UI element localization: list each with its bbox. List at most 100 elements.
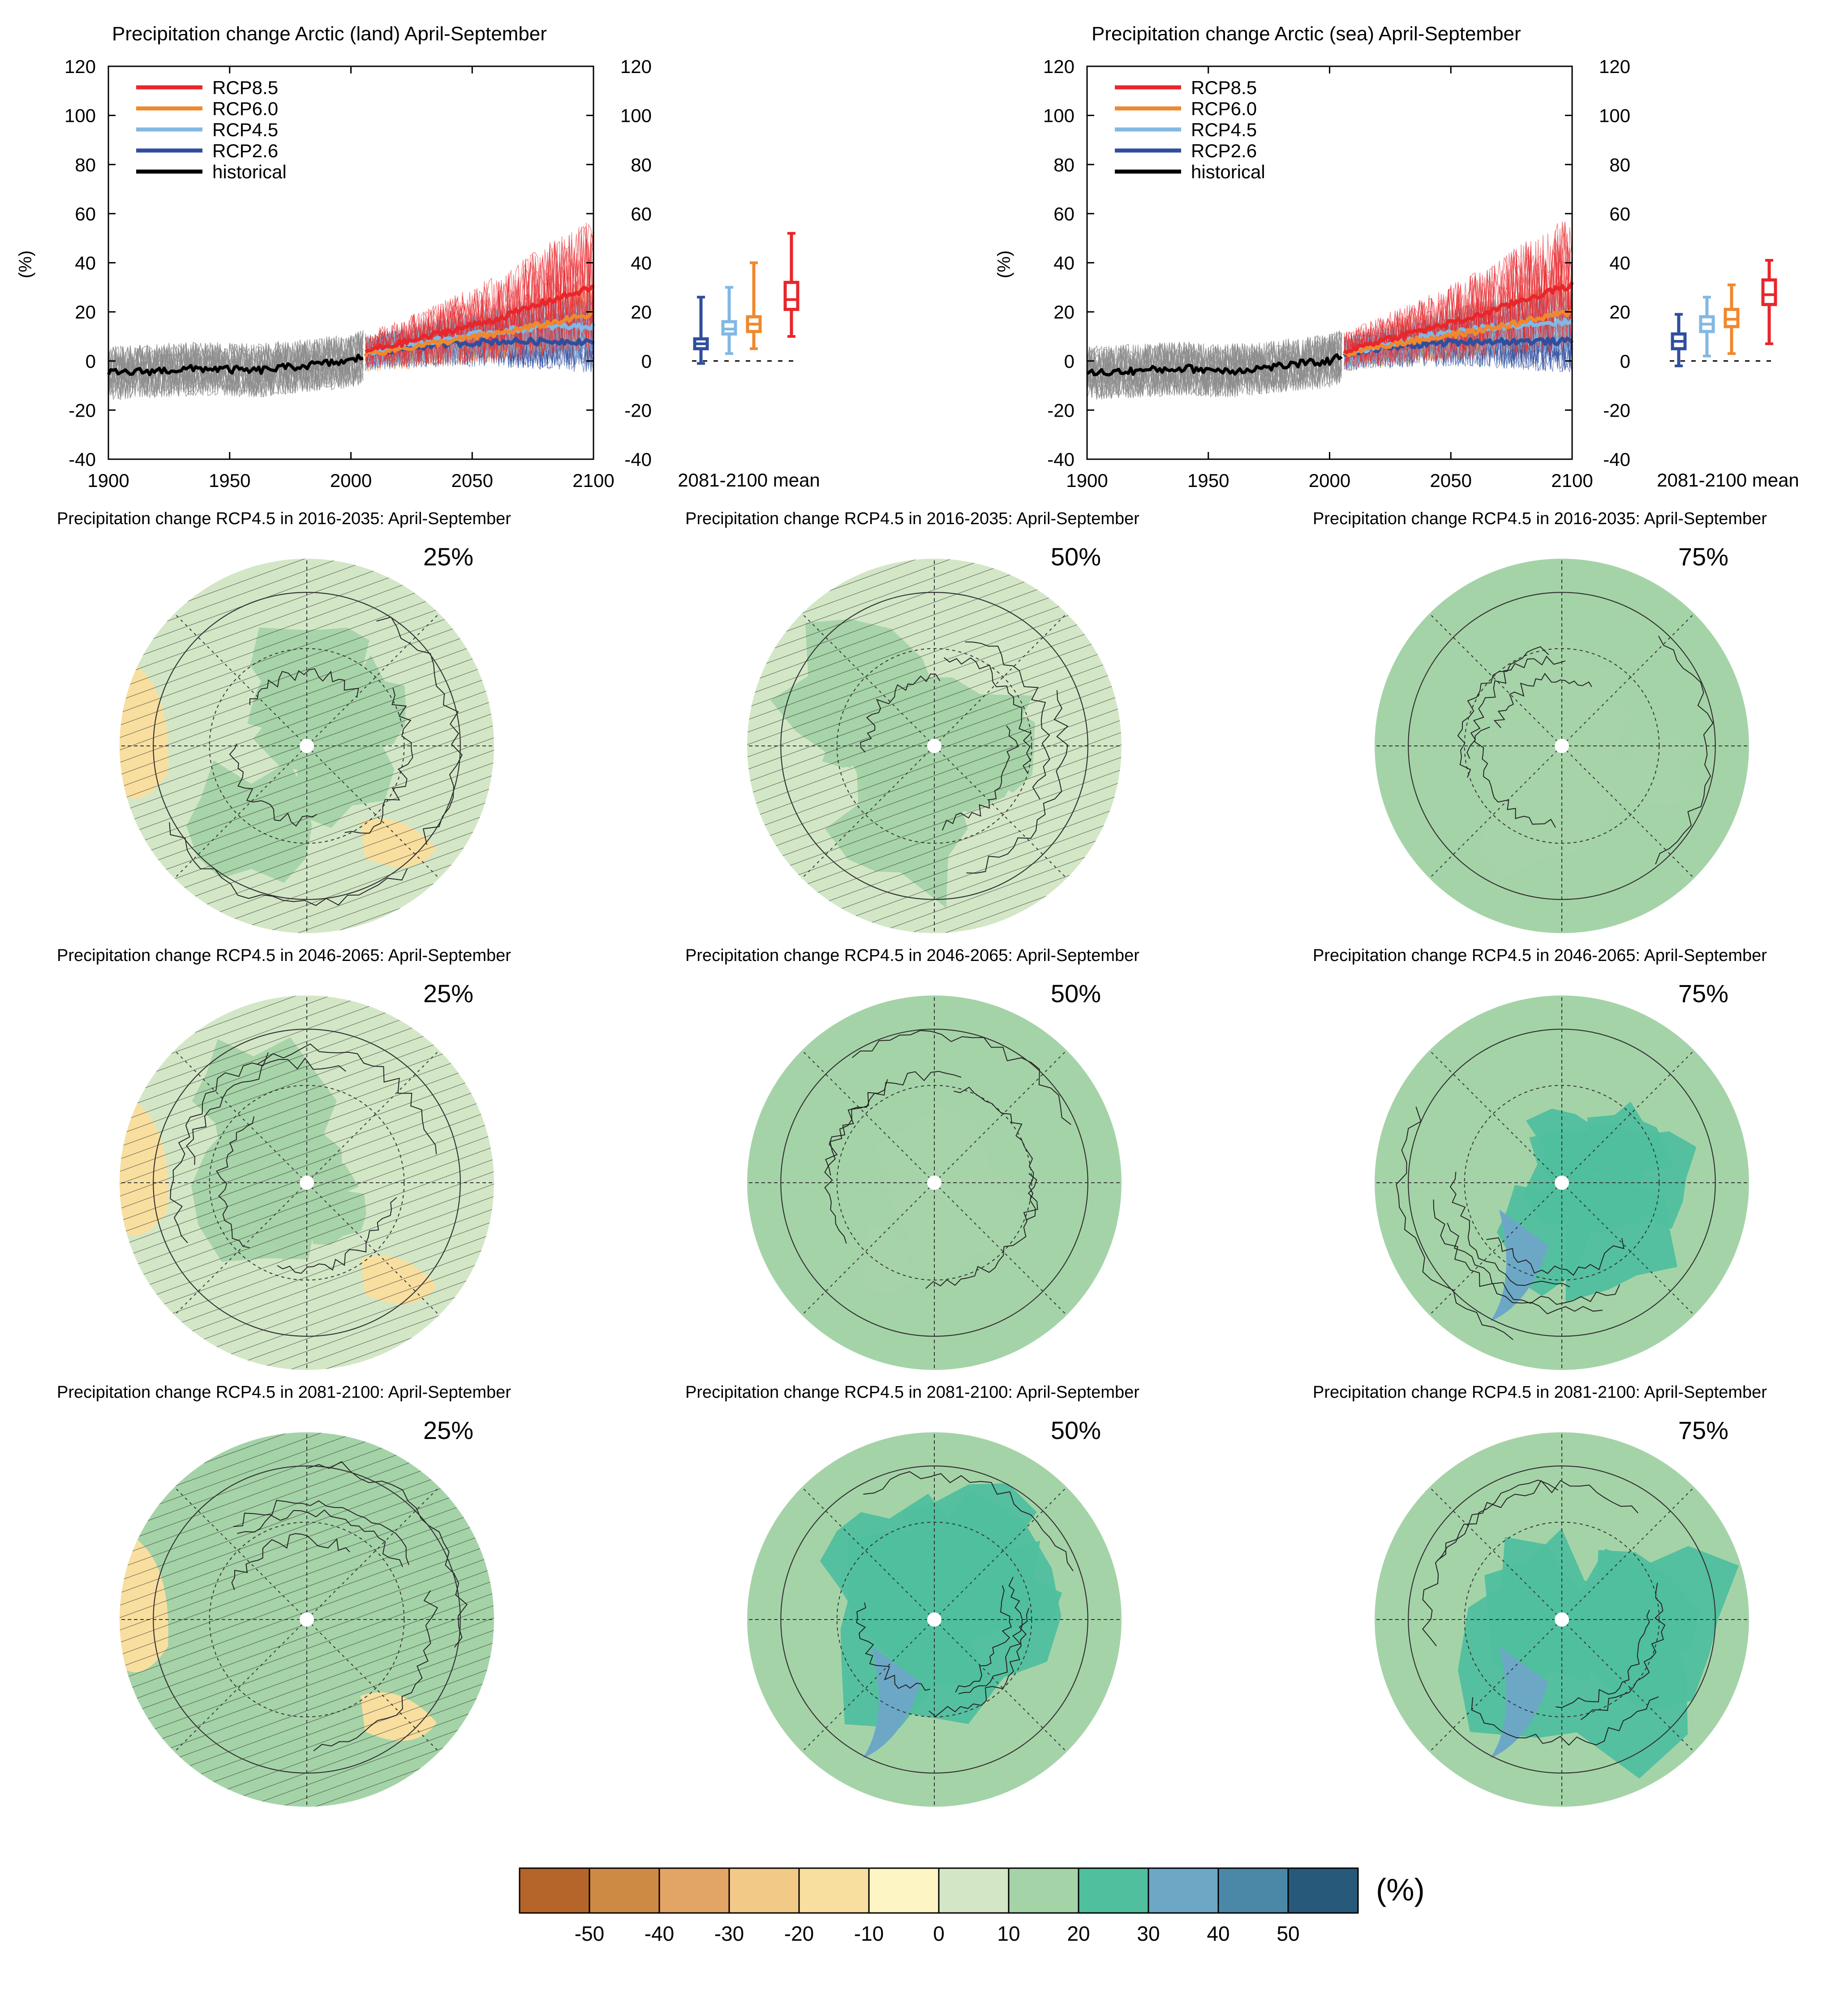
map-percentile: 50% xyxy=(1051,543,1101,571)
ensemble-member-line xyxy=(1344,226,1573,363)
north-pole-marker xyxy=(300,1176,314,1190)
y-tick-label: -40 xyxy=(1047,449,1075,470)
y-tick-label: 20 xyxy=(75,302,96,323)
ensemble-member-line xyxy=(365,222,594,366)
series-line-RCP6.0 xyxy=(1343,309,1573,358)
y-tick-label-right: 80 xyxy=(1609,154,1630,175)
y-tick-label: -20 xyxy=(1047,400,1075,421)
coastline xyxy=(954,1086,1036,1221)
map-panel-6: Precipitation change RCP4.5 in 2046-2065… xyxy=(1313,946,1767,1370)
coastline xyxy=(1486,1237,1625,1276)
plot-frame xyxy=(107,65,594,460)
colorbar-swatch xyxy=(589,1867,660,1914)
map-panel-2: Precipitation change RCP4.5 in 2016-2035… xyxy=(685,509,1139,933)
x-tick-label: 2000 xyxy=(330,470,372,491)
series-line-RCP8.5 xyxy=(1343,281,1574,354)
y-tick-label-right: 60 xyxy=(1609,203,1630,224)
map-percentile: 50% xyxy=(1051,1416,1101,1444)
y-tick-label: 100 xyxy=(1043,105,1075,126)
legend-label: RCP4.5 xyxy=(1191,119,1257,140)
mean-box-label: 2081-2100 mean xyxy=(678,470,820,491)
map-title: Precipitation change RCP4.5 in 2046-2065… xyxy=(57,946,511,965)
coastline xyxy=(1457,646,1549,778)
x-tick-label: 2050 xyxy=(451,470,493,491)
map-change-patch xyxy=(1486,711,1601,815)
colorbar-tick-label: -30 xyxy=(714,1922,744,1945)
timeseries-panel-sea: Precipitation change Arctic (sea) April-… xyxy=(994,23,1799,491)
colorbar-tick-label: -20 xyxy=(784,1922,814,1945)
y-tick-label: 0 xyxy=(1064,351,1075,372)
legend-label: RCP2.6 xyxy=(1191,140,1257,161)
colorbar-swatch xyxy=(1287,1867,1359,1914)
map-panel-1: Precipitation change RCP4.5 in 2016-2035… xyxy=(57,509,511,933)
ensemble-members-historical xyxy=(108,330,364,401)
colorbar-swatch xyxy=(1217,1867,1289,1914)
coastline xyxy=(825,1071,962,1176)
x-tick-label: 1900 xyxy=(87,470,129,491)
box-iqr-RCP8.5 xyxy=(783,280,799,311)
y-tick-label: 60 xyxy=(75,203,96,224)
map-strong-change-patch xyxy=(1490,1646,1548,1758)
y-tick-label: 20 xyxy=(1053,302,1075,323)
box-iqr-RCP8.5 xyxy=(1761,278,1777,306)
y-tick-label-right: 0 xyxy=(1620,351,1630,372)
colorbar-tick-label: -50 xyxy=(575,1922,604,1945)
coastline xyxy=(958,1577,1023,1694)
y-tick-label: 60 xyxy=(1053,203,1075,224)
y-tick-label-right: 0 xyxy=(641,351,652,372)
colorbar: -50 -40 -30 -20 -10 0 10 20 30 40 50 (%) xyxy=(519,1867,1425,1945)
map-strong-change-patch xyxy=(863,1646,921,1758)
x-tick-label: 2100 xyxy=(572,470,614,491)
map-percentile: 25% xyxy=(423,543,473,571)
map-title: Precipitation change RCP4.5 in 2046-2065… xyxy=(1313,946,1767,965)
north-pole-marker xyxy=(1555,1612,1569,1627)
y-tick-label-right: -20 xyxy=(1603,400,1630,421)
ensemble-member-line xyxy=(1344,221,1573,362)
coastline xyxy=(856,1602,930,1691)
colorbar-tick-label: -40 xyxy=(645,1922,674,1945)
ensemble-member-line xyxy=(1344,241,1573,367)
mean-box-label: 2081-2100 mean xyxy=(1657,470,1799,491)
legend-label: RCP2.6 xyxy=(212,140,278,161)
north-pole-marker xyxy=(1555,1176,1569,1190)
y-tick-label: -40 xyxy=(69,449,96,470)
map-title: Precipitation change RCP4.5 in 2016-2035… xyxy=(685,509,1139,528)
colorbar-swatch xyxy=(658,1867,730,1914)
map-title: Precipitation change RCP4.5 in 2081-2100… xyxy=(1313,1383,1767,1402)
y-tick-label: 120 xyxy=(64,56,96,77)
coastline xyxy=(1447,1223,1620,1305)
panel-title: Precipitation change Arctic (land) April… xyxy=(112,23,547,45)
y-tick-label-right: 40 xyxy=(631,253,652,274)
panel-title: Precipitation change Arctic (sea) April-… xyxy=(1092,23,1521,45)
y-tick-label-right: 60 xyxy=(631,203,652,224)
coastline xyxy=(1449,1172,1570,1288)
legend-label: RCP6.0 xyxy=(212,98,278,119)
map-percentile: 75% xyxy=(1678,979,1728,1008)
colorbar-tick-label: 40 xyxy=(1207,1922,1229,1945)
map-title: Precipitation change RCP4.5 in 2081-2100… xyxy=(57,1383,511,1402)
coastline xyxy=(1580,1583,1666,1720)
north-pole-marker xyxy=(927,1176,941,1190)
legend-label: historical xyxy=(212,161,287,182)
series-line-RCP6.0 xyxy=(364,310,594,358)
colorbar-tick-label: 20 xyxy=(1067,1922,1090,1945)
map-percentile: 75% xyxy=(1678,543,1728,571)
colorbar-swatch xyxy=(728,1867,800,1914)
map-strong-change-patch xyxy=(1490,1210,1548,1322)
map-title: Precipitation change RCP4.5 in 2016-2035… xyxy=(1313,509,1767,528)
coastline xyxy=(1493,672,1592,728)
y-tick-label-right: 20 xyxy=(1609,302,1630,323)
colorbar-unit: (%) xyxy=(1376,1872,1425,1907)
north-pole-marker xyxy=(927,1612,941,1627)
y-tick-label: 40 xyxy=(75,253,96,274)
north-pole-marker xyxy=(300,1612,314,1627)
y-tick-label: 40 xyxy=(1053,253,1075,274)
coastline xyxy=(1422,1479,1559,1646)
y-tick-label-right: 100 xyxy=(620,105,652,126)
timeseries-panel-land: Precipitation change Arctic (land) April… xyxy=(16,23,820,491)
y-tick-label-right: 120 xyxy=(1599,56,1630,77)
y-tick-label: 80 xyxy=(75,154,96,175)
series-line-historical xyxy=(107,353,364,376)
map-panel-5: Precipitation change RCP4.5 in 2046-2065… xyxy=(685,946,1139,1370)
